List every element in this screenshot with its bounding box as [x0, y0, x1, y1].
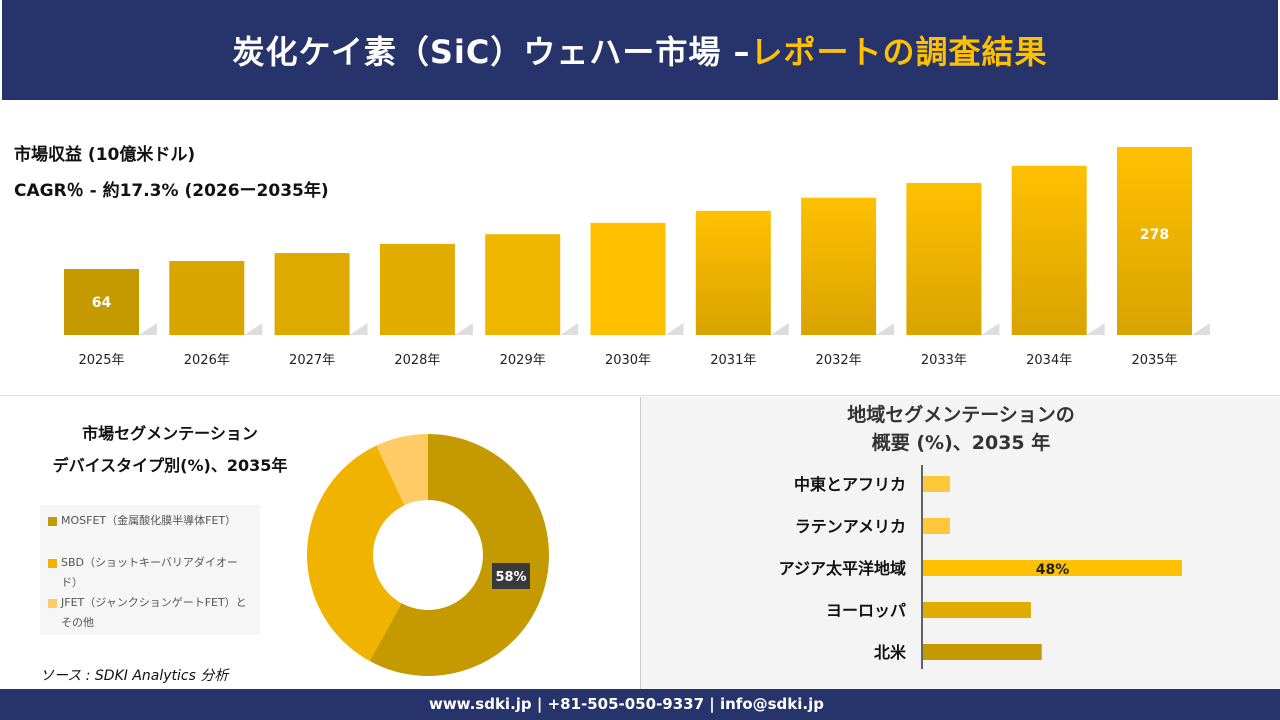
device-title: 市場セグメンテーション: [82, 424, 258, 443]
x-tick-label: 2031年: [710, 353, 756, 368]
legend-item: MOSFET（金属酸化膜半導体FET）: [48, 511, 252, 531]
revenue-bars: 2025年 64 2026年 2027年 2028年 2029年 2030年 2031年 203…: [64, 146, 1210, 368]
bar-shadow: [244, 323, 263, 335]
data-label-box: [492, 563, 530, 589]
bar-shadow: [665, 323, 684, 335]
x-tick-label: 2028年: [394, 353, 440, 368]
device-legend: MOSFET（金属酸化膜半導体FET） SBD（ショットキーバリアダイオード） JF…: [40, 505, 260, 635]
x-tick-label: 2026年: [184, 353, 230, 368]
bar-shadow: [1086, 323, 1105, 335]
x-tick-label: 2030年: [605, 353, 651, 368]
bar-shadow: [139, 323, 157, 335]
data-label: 64: [92, 295, 112, 311]
revenue-title: 市場収益 (10億米ドル): [14, 145, 196, 165]
legend-label: MOSFET（金属酸化膜半導体FET）: [61, 514, 237, 527]
bar-2029年: [485, 234, 561, 335]
donut-slice: [369, 434, 549, 676]
bar-2032年: [801, 197, 877, 335]
bar-2031年: [695, 210, 771, 335]
legend-item: SBD（ショットキーバリアダイオード）: [48, 553, 252, 593]
donut-slice: [376, 434, 428, 506]
x-tick-label: 2029年: [500, 353, 546, 368]
data-label: 278: [1140, 227, 1169, 243]
region-bar: [923, 560, 1182, 576]
region-bar: [923, 518, 950, 534]
cagr-text: CAGR％ - 約17.3% (2026ー2035年): [14, 181, 329, 201]
region-label: アジア太平洋地域: [779, 559, 906, 578]
legend-label: SBD（ショットキーバリアダイオード）: [61, 556, 238, 589]
data-label: 48%: [1036, 562, 1070, 578]
bar-2026年: [169, 261, 245, 335]
legend-label: JFET（ジャンクションゲートFET）とその他: [61, 596, 247, 629]
region-label: 北米: [874, 643, 907, 662]
legend-item: JFET（ジャンクションゲートFET）とその他: [48, 593, 252, 633]
legend-swatch: [48, 559, 57, 568]
device-donut: 58%: [307, 434, 549, 676]
region-bar: [923, 644, 1042, 660]
bar-shadow: [1192, 323, 1210, 335]
legend-swatch: [48, 517, 57, 526]
x-tick-label: 2034年: [1026, 353, 1072, 368]
region-subtitle: 概要 (%)、2035 年: [871, 432, 1051, 454]
title-highlight: レポートの調査結果: [750, 33, 1048, 71]
region-title: 地域セグメンテーションの: [847, 404, 1075, 426]
region-label: ラテンアメリカ: [795, 517, 906, 536]
bar-2035年: [1117, 146, 1192, 335]
revenue-chart: 市場収益 (10億米ドル) CAGR％ - 約17.3% (2026ー2035年…: [0, 100, 1280, 396]
region-bar: [923, 476, 950, 492]
bar-shadow: [981, 323, 1000, 335]
region-label: 中東とアフリカ: [794, 475, 906, 494]
source-note: ソース : SDKI Analytics 分析: [40, 668, 229, 684]
bar-2025年: [64, 269, 139, 335]
bar-shadow: [876, 323, 895, 335]
legend-swatch: [48, 599, 57, 608]
x-tick-label: 2032年: [816, 353, 862, 368]
x-tick-label: 2025年: [78, 353, 124, 368]
x-tick-label: 2033年: [921, 353, 967, 368]
title-main: 炭化ケイ素（SiC）ウェハー市場 –: [232, 33, 751, 71]
bar-2027年: [274, 253, 350, 335]
bar-shadow: [770, 323, 789, 335]
bar-2033年: [906, 182, 982, 335]
bar-2028年: [379, 243, 455, 335]
region-bar: [923, 602, 1031, 618]
page-title: 炭化ケイ素（SiC）ウェハー市場 – レポートの調査結果: [2, 0, 1278, 100]
x-tick-label: 2035年: [1131, 353, 1177, 368]
bar-2034年: [1011, 165, 1087, 335]
device-subtitle: デバイスタイプ別(%)、2035年: [52, 456, 288, 475]
footer-contact[interactable]: www.sdki.jp | +81-505-050-9337 | info@sd…: [0, 689, 1280, 720]
bar-shadow: [560, 323, 579, 335]
donut-slice: [307, 445, 405, 662]
bar-shadow: [349, 323, 368, 335]
bar-2030年: [590, 222, 666, 335]
region-segment-panel: 地域セグメンテーションの 概要 (%)、2035 年 中東とアフリカ ラテンアメリカ…: [640, 397, 1280, 689]
device-segment-panel: 市場セグメンテーション デバイスタイプ別(%)、2035年 MOSFET（金属酸…: [0, 397, 640, 689]
x-tick-label: 2027年: [289, 353, 335, 368]
bar-shadow: [454, 323, 473, 335]
data-label: 58%: [495, 570, 526, 585]
region-label: ヨーロッパ: [826, 601, 906, 620]
